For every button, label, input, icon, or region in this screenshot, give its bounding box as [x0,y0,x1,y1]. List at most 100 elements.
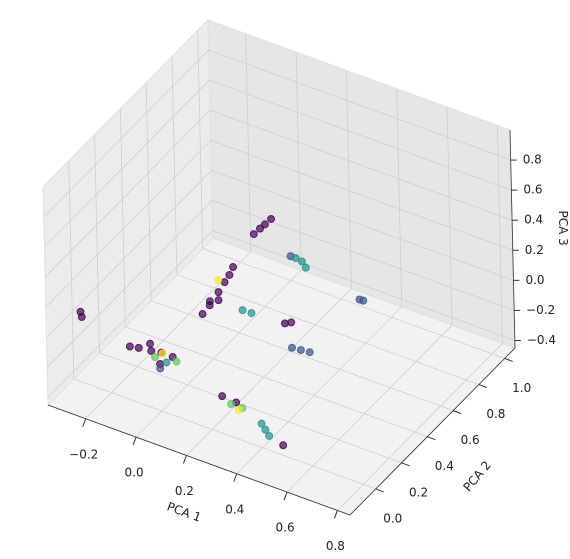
grid-line [295,52,302,271]
x-axis [47,404,351,516]
y-tick-label: 1.0 [512,381,531,395]
point [214,288,223,297]
grid-line [99,352,402,464]
y-tick-label: 0.8 [486,407,505,421]
grid-line [46,170,212,338]
z-tick-label: 0.2 [525,243,544,257]
point [162,358,171,367]
grid-line [135,269,302,438]
x-tick [132,436,137,446]
point [301,263,310,272]
grid-line [68,160,75,379]
point [359,296,368,305]
point [134,343,143,352]
y-tick-label: 0.2 [409,485,428,499]
point [255,224,264,233]
point [156,364,165,373]
x-tick-label: 0.6 [276,521,295,535]
x-tick-label: 0.4 [225,502,244,516]
x-tick-label: 0.2 [175,484,194,498]
point [151,353,160,362]
point [267,214,276,223]
z-axis-label: PCA 3 [556,210,570,245]
x-tick [182,455,187,464]
grid-line [446,107,453,326]
grid-line [119,108,126,327]
y-tick-label: 0.0 [383,511,402,525]
point [234,405,243,414]
point [158,349,167,358]
point [279,441,288,450]
grid-line [209,109,513,221]
grid-line [197,30,204,249]
point [305,348,314,357]
y-tick [401,462,410,467]
grid-line [346,70,352,289]
grid-line [212,230,515,341]
point [198,310,207,319]
y-tick [504,357,513,362]
grid-line [210,139,513,251]
x-tick-label: 0.0 [125,466,144,480]
grid-line [150,300,454,412]
point [205,301,214,310]
y-axis [349,347,516,516]
point [214,296,223,305]
z-tick-label: 0.8 [523,153,542,167]
grid-line [171,56,178,275]
point [291,253,300,262]
y-tick [478,384,488,388]
z-tick-label: 0.0 [525,273,544,287]
grid-line [45,139,212,308]
point [225,270,234,279]
x-tick [333,510,338,519]
grid-line [208,49,511,161]
z-tick-label: −0.2 [526,303,555,317]
point [288,343,297,352]
x-tick [283,491,288,501]
y-tick-label: 0.6 [461,433,480,447]
point [297,257,306,266]
point [265,431,274,440]
grid-line [202,248,505,359]
z-axis [509,129,516,349]
point [214,276,223,285]
grid-line [176,274,480,385]
point [125,342,134,351]
y-tick [375,488,384,493]
point [261,425,270,434]
x-tick [233,473,238,482]
x-tick-label: −0.2 [69,447,98,461]
point [77,312,86,321]
grid-line [337,343,503,511]
point [247,309,256,318]
grid-line [43,49,209,218]
y-tick [427,436,436,441]
grid-line [94,134,100,353]
z-tick-label: 0.6 [523,183,542,197]
point [172,357,181,366]
point [287,318,296,327]
grid-line [46,200,213,368]
point [227,400,236,409]
y-tick [452,410,462,415]
point [146,339,155,348]
x-tick [82,418,87,427]
grid-line [44,109,211,278]
grid-line [145,82,152,301]
grid-line [211,169,514,281]
grid-line [73,378,376,490]
grid-line [44,79,210,248]
point [296,346,305,355]
x-tick-label: 0.8 [326,539,345,553]
y-axis-label: PCA 2 [460,458,493,494]
z-tick-label: 0.4 [524,213,543,227]
grid-line [245,33,252,252]
grid-line [236,306,403,475]
grid-line [186,288,352,456]
x-axis-label: PCA 1 [165,499,203,524]
grid-line [286,324,453,493]
grid-line [209,79,512,191]
